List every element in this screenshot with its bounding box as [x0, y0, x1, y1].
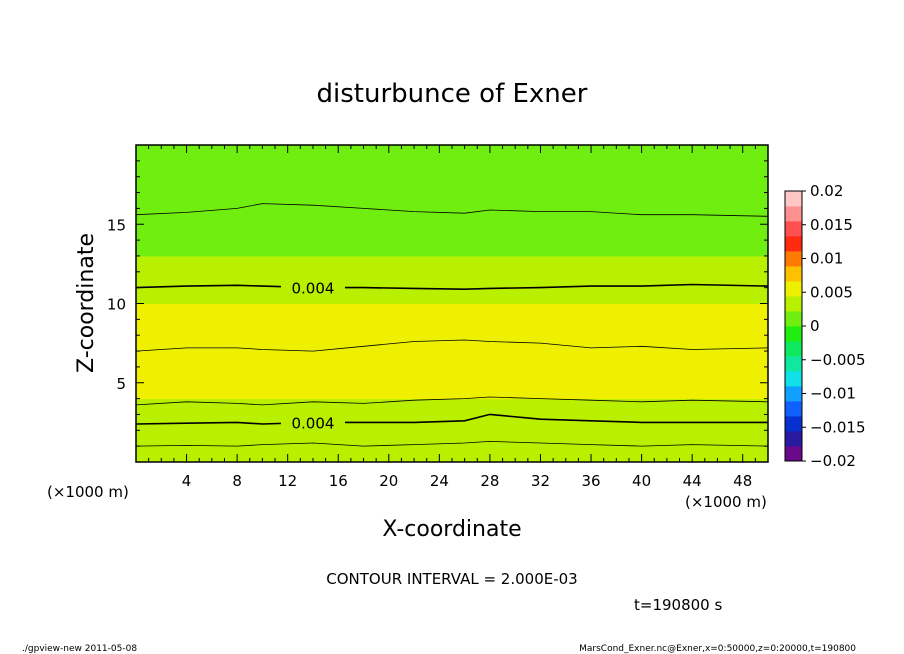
contour-band — [136, 224, 768, 241]
colorbar-tick-label: −0.01 — [810, 385, 856, 403]
contour-line — [135, 440, 769, 447]
x-tick-label: 20 — [379, 472, 398, 490]
colorbar-swatch — [785, 371, 802, 387]
contour-band — [136, 382, 768, 400]
contour-band — [136, 160, 768, 178]
contour-band — [136, 351, 768, 368]
x-tick-label: 8 — [232, 472, 242, 490]
colorbar-swatch — [785, 221, 802, 237]
contour-band — [136, 255, 768, 273]
colorbar-swatch — [785, 311, 802, 327]
colorbar-swatch — [785, 341, 802, 357]
colorbar-swatch — [785, 236, 802, 252]
contour-band — [136, 303, 768, 320]
colorbar-swatch — [785, 296, 802, 312]
y-tick-label: 15 — [107, 216, 126, 234]
colorbar: 0.02 0.015 0.01 0.005 0 −0.005 −0.01 −0.015 −0.0… — [784, 182, 866, 470]
contour-band — [136, 176, 768, 194]
contour-lines: 0.004 0.004 — [135, 203, 769, 447]
x-tick-label: 24 — [430, 472, 449, 490]
colorbar-swatch — [785, 326, 802, 342]
contour-label-bg — [280, 414, 345, 431]
x-tick-label: 4 — [182, 472, 192, 490]
colorbar-tick-label: 0.02 — [810, 182, 843, 200]
contour-band — [136, 430, 768, 447]
colorbar-swatch — [785, 446, 802, 462]
x-unit-right: (×1000 m) — [685, 493, 767, 511]
x-axis: 4 8 12 16 20 24 28 32 36 40 44 48 — [135, 145, 769, 490]
x-tick-label: 36 — [581, 472, 600, 490]
x-tick-label: 12 — [278, 472, 297, 490]
colorbar-swatch — [785, 416, 802, 432]
contour-band — [136, 366, 768, 384]
colorbar-tick-label: −0.005 — [810, 351, 866, 369]
contour-band — [136, 335, 768, 352]
contour-label-bg — [280, 279, 345, 296]
colorbar-swatch — [785, 206, 802, 222]
colorbar-swatch — [785, 266, 802, 282]
plot-area — [136, 145, 768, 463]
colorbar-swatch — [785, 251, 802, 267]
x-tick-label: 40 — [632, 472, 651, 490]
x-tick-label: 48 — [733, 472, 752, 490]
contour-band — [136, 208, 768, 225]
colorbar-tick-label: 0 — [810, 317, 820, 335]
x-tick-label: 32 — [531, 472, 550, 490]
y-tick-label: 10 — [107, 296, 126, 314]
colorbar-swatch — [785, 431, 802, 447]
colorbar-swatch — [785, 401, 802, 417]
colorbar-swatch — [785, 356, 802, 372]
footer-left: ./gpview-new 2011-05-08 — [22, 644, 137, 654]
colorbar-swatch — [785, 386, 802, 402]
footer-right: MarsCond_Exner.nc@Exner,x=0:50000,z=0:20… — [579, 644, 856, 654]
contour-label: 0.004 — [291, 280, 334, 298]
x-axis-label: X-coordinate — [382, 517, 521, 542]
contour-band — [136, 446, 768, 463]
contour-label: 0.004 — [291, 414, 334, 432]
colorbar-tick-label: −0.015 — [810, 418, 866, 436]
x-tick-label: 16 — [329, 472, 348, 490]
y-tick-label: 5 — [116, 375, 126, 393]
contour-line — [135, 339, 769, 352]
x-tick-label: 44 — [683, 472, 702, 490]
colorbar-tick-label: 0.005 — [810, 283, 853, 301]
contour-line — [135, 396, 769, 406]
colorbar-tick-label: 0.01 — [810, 250, 843, 268]
y-axis: 5 10 15 — [107, 144, 768, 463]
colorbar-swatch — [785, 191, 802, 207]
contour-band — [136, 192, 768, 209]
contour-line — [135, 283, 769, 291]
contour-band — [136, 240, 768, 257]
colorbar-swatch — [785, 281, 802, 297]
contour-line — [135, 203, 769, 217]
contour-line — [135, 413, 768, 425]
colorbar-tick-label: 0.015 — [810, 216, 853, 234]
contour-interval-label: CONTOUR INTERVAL = 2.000E-03 — [326, 570, 577, 588]
chart-title: disturbunce of Exner — [317, 79, 588, 109]
y-axis-label: Z-coordinate — [74, 233, 99, 373]
contour-band — [136, 145, 768, 162]
colorbar-tick-label: −0.02 — [810, 452, 856, 470]
contour-band — [136, 319, 768, 336]
time-label: t=190800 s — [634, 596, 722, 614]
contour-band — [136, 287, 768, 304]
x-unit-left: (×1000 m) — [47, 483, 129, 501]
x-tick-label: 28 — [480, 472, 499, 490]
